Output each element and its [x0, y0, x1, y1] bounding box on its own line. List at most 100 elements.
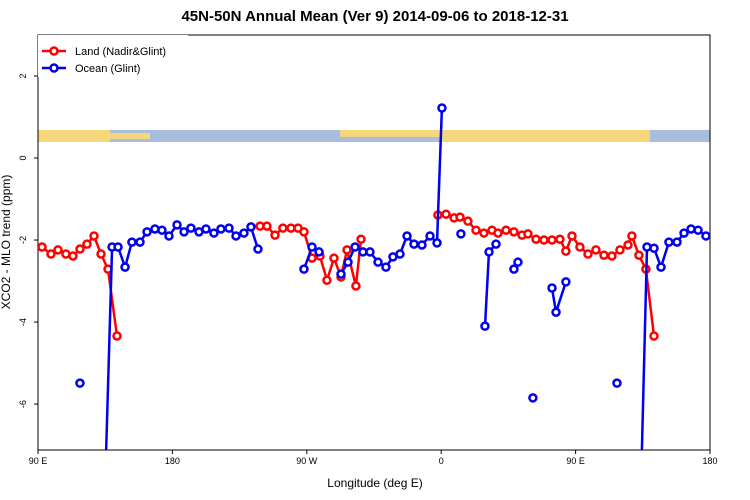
x-tick-label: 90 E [566, 456, 585, 466]
data-point [634, 250, 644, 260]
data-point [656, 262, 666, 272]
data-point [68, 251, 78, 261]
data-point [336, 269, 346, 279]
data-point [216, 224, 226, 234]
x-tick-label: 180 [165, 456, 180, 466]
data-point [46, 249, 56, 259]
legend [38, 35, 188, 77]
data-point [186, 223, 196, 233]
data-point [480, 321, 490, 331]
x-tick-label: 90 E [29, 456, 48, 466]
data-point [551, 307, 561, 317]
data-point [350, 242, 360, 252]
data-point [89, 231, 99, 241]
data-point [441, 209, 451, 219]
data-point [561, 277, 571, 287]
data-point [209, 228, 219, 238]
data-point [135, 237, 145, 247]
map-strip [38, 130, 710, 142]
data-point [409, 239, 419, 249]
data-point [142, 227, 152, 237]
data-point [456, 229, 466, 239]
data-point [278, 223, 288, 233]
data-point [402, 231, 412, 241]
data-point [53, 245, 63, 255]
data-point [701, 231, 710, 241]
series-line [41, 212, 656, 337]
data-point [381, 262, 391, 272]
data-point [649, 331, 659, 341]
data-point [417, 240, 427, 250]
data-point [463, 216, 473, 226]
data-point [351, 281, 361, 291]
data-point [307, 242, 317, 252]
data-point [501, 225, 511, 235]
plot-frame [37, 34, 711, 451]
data-point [528, 393, 538, 403]
data-point [112, 331, 122, 341]
data-point [638, 483, 645, 490]
data-point [484, 247, 494, 257]
data-point [513, 257, 523, 267]
data-point [649, 243, 659, 253]
data-point [373, 257, 383, 267]
data-point [365, 247, 375, 257]
data-point [179, 227, 189, 237]
data-point [627, 231, 637, 241]
data-point [539, 235, 549, 245]
data-point [561, 246, 571, 256]
data-point [342, 245, 352, 255]
x-axis-label: Longitude (deg E) [327, 476, 422, 490]
data-point [96, 249, 106, 259]
data-point [299, 264, 309, 274]
data-point [127, 237, 137, 247]
axes: 90 E 180 90 W 0 90 E 180 -6 -4 -2 0 2 [18, 74, 718, 466]
data-point [157, 225, 167, 235]
data-point [75, 378, 85, 388]
data-point [493, 228, 503, 238]
data-point [246, 222, 256, 232]
data-point [201, 224, 211, 234]
data-point [343, 257, 353, 267]
data-point [437, 103, 447, 113]
y-tick-label: 2 [18, 74, 28, 79]
legend-marker [49, 63, 59, 73]
data-point [679, 228, 689, 238]
data-point [38, 242, 47, 252]
data-point [356, 234, 366, 244]
data-point [299, 227, 309, 237]
data-point [75, 244, 85, 254]
data-point [262, 221, 272, 231]
data-point [591, 245, 601, 255]
data-point [224, 223, 234, 233]
data-point [547, 235, 557, 245]
data-point [479, 228, 489, 238]
data-point [615, 245, 625, 255]
data-point [120, 262, 130, 272]
data-point [425, 231, 435, 241]
data-point [253, 244, 263, 254]
data-point [607, 251, 617, 261]
data-point [547, 283, 557, 293]
x-tick-label: 0 [439, 456, 444, 466]
data-point [314, 247, 324, 257]
data-point [102, 483, 109, 490]
data-point [455, 212, 465, 222]
data-point [82, 239, 92, 249]
data-point [395, 249, 405, 259]
series-line [104, 107, 707, 450]
data-point [599, 250, 609, 260]
data-point [164, 231, 174, 241]
legend-entries: Land (Nadir&Glint) Ocean (Glint) [42, 46, 166, 75]
data-point [172, 220, 182, 230]
legend-label: Land (Nadir&Glint) [75, 46, 166, 58]
data-point [509, 264, 519, 274]
legend-marker [49, 46, 59, 56]
data-point [239, 228, 249, 238]
data-point [555, 234, 565, 244]
data-point [329, 253, 339, 263]
data-point [531, 234, 541, 244]
data-point [113, 242, 123, 252]
